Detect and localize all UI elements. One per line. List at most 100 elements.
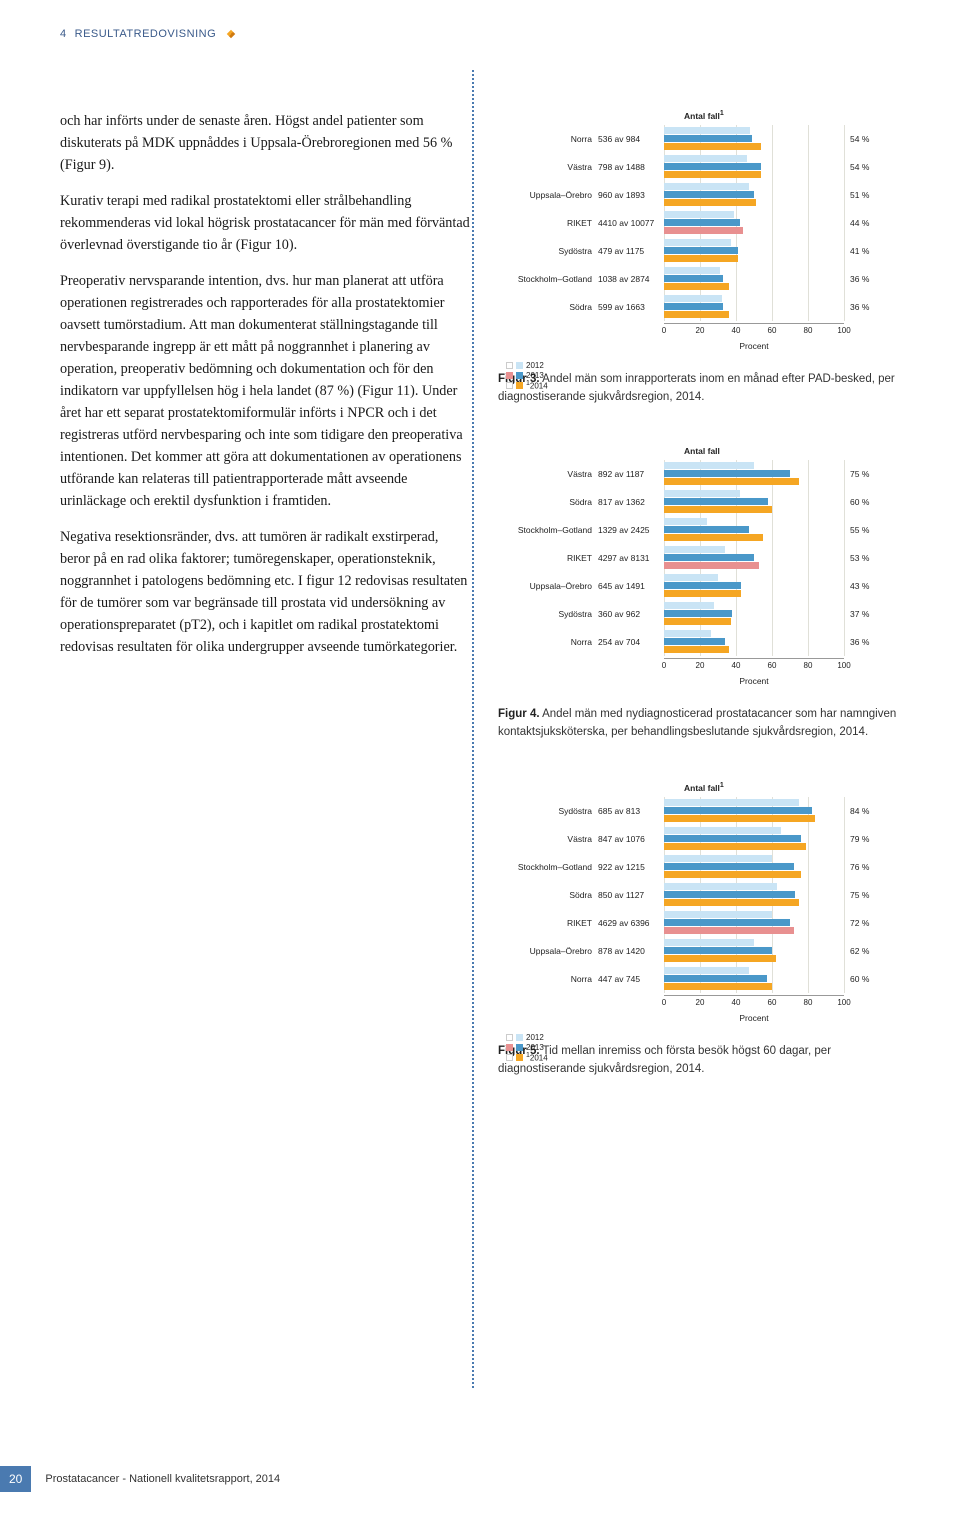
chart-count-label: 4410 av 10077 [598,218,664,228]
paragraph: Kurativ terapi med radikal prostatektomi… [60,190,470,256]
chart-caption: Figur 5. Tid mellan inremiss och första … [498,1043,898,1079]
chart-row: Stockholm–Gotland1038 av 287436 % [498,265,898,293]
chart-percent-label: 84 % [850,806,869,816]
chart-row: Norra536 av 984 54 % [498,125,898,153]
chart-bar-area [664,881,844,909]
page-header: 4 RESULTATREDOVISNING [0,0,960,40]
chart-axis-label: Procent [664,1013,844,1023]
chart-tick: 20 [696,998,705,1007]
page-number: 20 [0,1466,31,1492]
chart-bar-area [664,237,844,265]
chart-bar-area [664,153,844,181]
chart-legend: 2012201312014 [506,360,548,390]
chart-caption: Figur 3. Andel män som inrapporterats in… [498,371,898,407]
chart-percent-label: 54 % [850,134,869,144]
chart-bar [664,283,729,290]
chart-row: Uppsala–Örebro878 av 142062 % [498,937,898,965]
chart-tick: 40 [732,326,741,335]
chart-count-label: 645 av 1491 [598,581,664,591]
chart-row: Sydöstra479 av 117541 % [498,237,898,265]
chart-category-label: Västra [498,162,598,172]
chart-row: Södra817 av 136260 % [498,488,898,516]
chart-bar [664,143,761,150]
chart-bar [664,891,795,898]
chart-bar [664,582,741,589]
chart-axis: 020406080100 [664,323,844,341]
chart-plot: Sydöstra685 av 81384 %Västra847 av 10767… [498,797,898,993]
chart-bar [664,303,723,310]
chart-bar [664,638,725,645]
chart-count-label: 878 av 1420 [598,946,664,956]
chart-tick: 20 [696,661,705,670]
chart-legend: 2012201312014 [506,1033,548,1063]
chart-bar [664,927,794,934]
chart-row: RIKET4629 av 639672 % [498,909,898,937]
chart-bar-area [664,293,844,321]
chart-category-label: Sydöstra [498,609,598,619]
chart-bar [664,478,799,485]
chart-axis: 020406080100 [664,995,844,1013]
chart-axis-label: Procent [664,341,844,351]
chart-bar [664,975,767,982]
chart-row: Västra892 av 118775 % [498,460,898,488]
chart-bar [664,554,754,561]
chart-percent-label: 36 % [850,274,869,284]
chart-percent-label: 60 % [850,974,869,984]
paragraph: Preoperativ nervsparande intention, dvs.… [60,270,470,512]
paragraph: Negativa resektionsränder, dvs. att tumö… [60,526,470,658]
paragraph: och har införts under de senaste åren. H… [60,110,470,176]
chart-row: Södra850 av 112775 % [498,881,898,909]
chart-header: Antal fall1 [684,782,898,793]
chart-bar [664,311,729,318]
chart-bar [664,955,776,962]
chart-tick: 60 [768,998,777,1007]
chart-plot: Norra536 av 98454 %Västra798 av 148854 %… [498,125,898,321]
chart-count-label: 447 av 745 [598,974,664,984]
chart-bar-area [664,460,844,488]
chart-row: Södra599 av 166336 % [498,293,898,321]
chart-tick: 80 [804,661,813,670]
chart-tick: 100 [837,326,850,335]
chart-tick: 0 [662,326,666,335]
chart-count-label: 4297 av 8131 [598,553,664,563]
chart-bar-area [664,853,844,881]
chart-category-label: Norra [498,134,598,144]
chart-percent-label: 72 % [850,918,869,928]
chart-bar [664,883,777,890]
body-text-column: och har införts under de senaste åren. H… [60,110,470,1119]
chart-count-label: 817 av 1362 [598,497,664,507]
chart-count-label: 685 av 813 [598,806,664,816]
chart-count-label: 1038 av 2874 [598,274,664,284]
chart-tick: 100 [837,661,850,670]
chart-bar [664,526,749,533]
chart-category-label: RIKET [498,553,598,563]
chart-bar [664,135,752,142]
chart-category-label: Stockholm–Gotland [498,862,598,872]
chart-count-label: 536 av 984 [598,134,664,144]
chart-row: Uppsala–Örebro645 av 149143 % [498,572,898,600]
chart-bar-area [664,825,844,853]
chart-bar [664,267,720,274]
chart-bar [664,618,731,625]
chart-bar [664,646,729,653]
chart-plot: Västra892 av 118775 %Södra817 av 136260 … [498,460,898,656]
chart-count-label: 360 av 962 [598,609,664,619]
chart-bar-area [664,181,844,209]
chart-bar [664,163,761,170]
chart-bar [664,602,714,609]
chart-percent-label: 53 % [850,553,869,563]
chart-percent-label: 44 % [850,218,869,228]
chart-bar [664,939,754,946]
chart-tick: 20 [696,326,705,335]
chart-bar [664,199,756,206]
chart-bar-area [664,572,844,600]
chart-tick: 40 [732,998,741,1007]
chart-bar [664,827,781,834]
chart-bar-area [664,488,844,516]
chart-bar [664,227,743,234]
chart-bar [664,590,741,597]
chart-bar [664,171,761,178]
chart-bar [664,219,740,226]
chart-count-label: 4629 av 6396 [598,918,664,928]
page-footer: 20 Prostatacancer - Nationell kvalitetsr… [0,1466,280,1492]
